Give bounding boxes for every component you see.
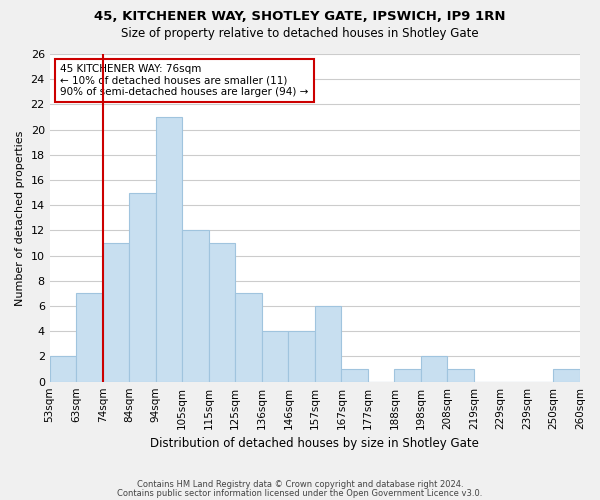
Text: Contains HM Land Registry data © Crown copyright and database right 2024.: Contains HM Land Registry data © Crown c… <box>137 480 463 489</box>
Bar <box>315 306 341 382</box>
Text: Contains public sector information licensed under the Open Government Licence v3: Contains public sector information licen… <box>118 488 482 498</box>
Bar <box>448 369 474 382</box>
Bar <box>262 332 289 382</box>
Bar <box>341 369 368 382</box>
Bar <box>156 117 182 382</box>
Bar <box>289 332 315 382</box>
Bar <box>421 356 448 382</box>
Bar <box>50 356 76 382</box>
X-axis label: Distribution of detached houses by size in Shotley Gate: Distribution of detached houses by size … <box>151 437 479 450</box>
Text: 45 KITCHENER WAY: 76sqm
← 10% of detached houses are smaller (11)
90% of semi-de: 45 KITCHENER WAY: 76sqm ← 10% of detache… <box>60 64 308 97</box>
Bar <box>394 369 421 382</box>
Bar <box>129 192 156 382</box>
Bar <box>209 243 235 382</box>
Bar <box>103 243 129 382</box>
Bar <box>76 294 103 382</box>
Text: 45, KITCHENER WAY, SHOTLEY GATE, IPSWICH, IP9 1RN: 45, KITCHENER WAY, SHOTLEY GATE, IPSWICH… <box>94 10 506 23</box>
Bar <box>235 294 262 382</box>
Y-axis label: Number of detached properties: Number of detached properties <box>15 130 25 306</box>
Bar <box>182 230 209 382</box>
Text: Size of property relative to detached houses in Shotley Gate: Size of property relative to detached ho… <box>121 28 479 40</box>
Bar <box>553 369 580 382</box>
